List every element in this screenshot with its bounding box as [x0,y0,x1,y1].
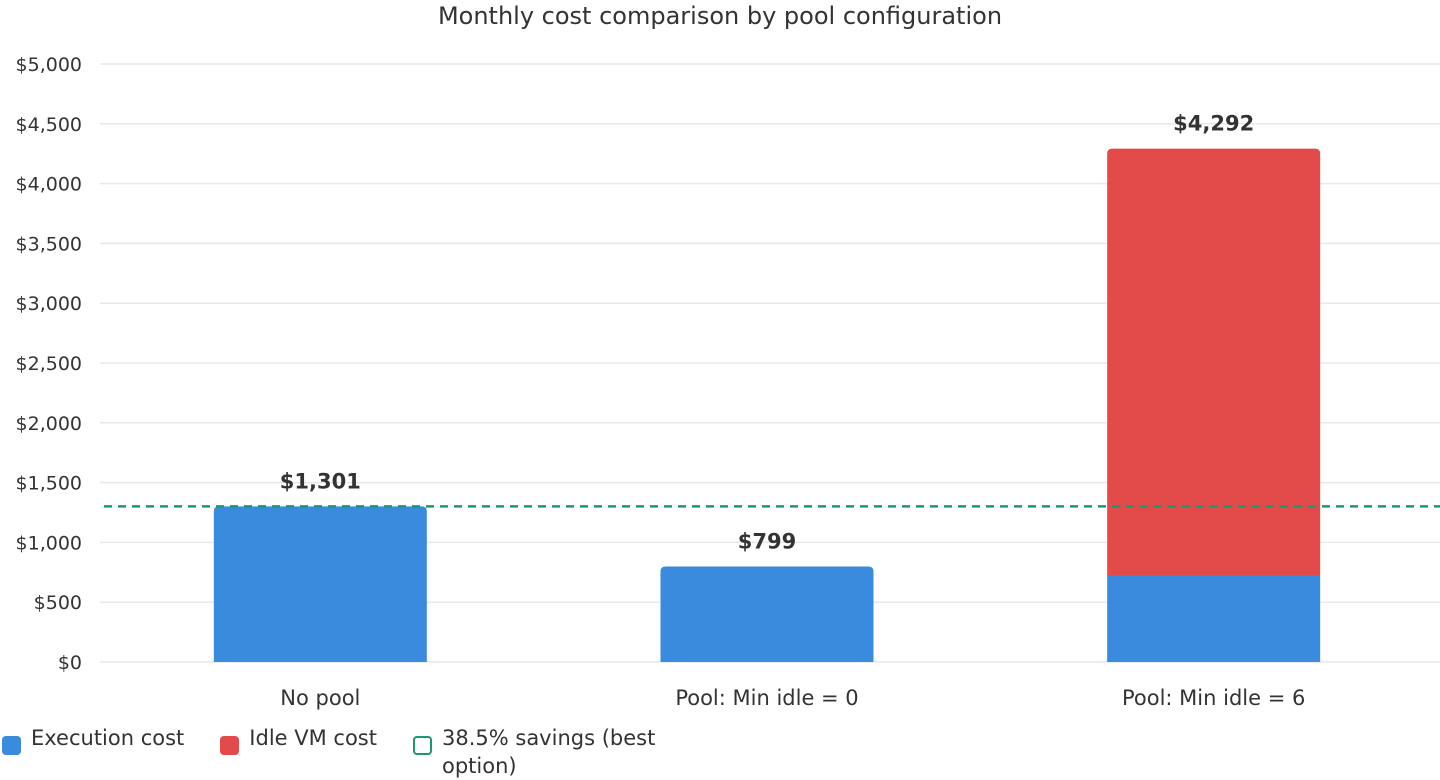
total-label: $799 [738,529,796,553]
y-tick-label: $4,500 [16,114,82,136]
y-tick-label: $0 [58,652,82,674]
idle-swatch [220,736,240,755]
y-tick-label: $2,500 [16,353,82,375]
bar-execution-cost [660,566,874,662]
y-tick-label: $4,000 [16,174,82,196]
total-label: $4,292 [1173,112,1254,136]
x-tick-label: Pool: Min idle = 6 [1122,686,1305,710]
y-tick-label: $1,000 [16,532,82,554]
y-tick-label: $500 [34,592,82,614]
bar-idle-vm-cost [1107,148,1321,576]
y-tick-label: $2,000 [16,413,82,435]
legend: Execution cost Idle VM cost 38.5% saving… [0,724,716,780]
x-tick-label: Pool: Min idle = 0 [675,686,858,710]
legend-label: Idle VM cost [249,726,377,750]
total-label: $1,301 [280,469,361,493]
legend-item-savings[interactable]: 38.5% savings (best option) [411,724,682,780]
savings-swatch [412,736,432,755]
y-tick-label: $5,000 [16,54,82,76]
execution-swatch [2,736,21,755]
legend-label: 38.5% savings (best option) [441,726,656,778]
legend-item-idle[interactable]: Idle VM cost [218,724,377,755]
legend-label: Execution cost [31,726,185,750]
y-tick-label: $1,500 [16,473,82,495]
x-tick-label: No pool [280,686,360,710]
bar-execution-cost [1107,575,1321,662]
chart-title: Monthly cost comparison by pool configur… [438,2,1002,30]
y-tick-label: $3,500 [16,233,82,255]
bar-execution-cost [213,506,427,662]
y-tick-label: $3,000 [16,293,82,315]
legend-item-execution[interactable]: Execution cost [0,724,184,755]
